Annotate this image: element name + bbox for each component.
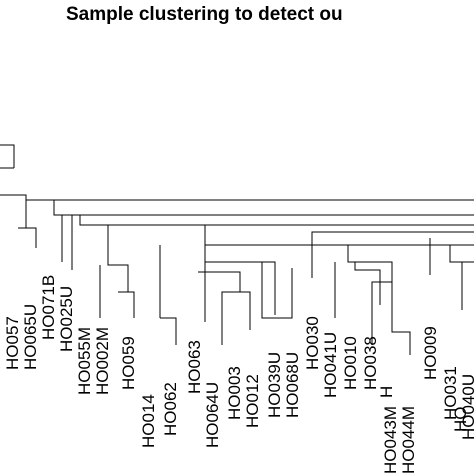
branch-d2 bbox=[204, 245, 276, 315]
leaf-label: HO002M bbox=[93, 327, 112, 395]
branch-e3 bbox=[334, 262, 381, 318]
leaf-label: HO bbox=[451, 407, 470, 433]
leaf-label: HO057 bbox=[3, 316, 22, 370]
leaf-label: HO003 bbox=[225, 366, 244, 420]
leaf-label: HO055M bbox=[75, 327, 94, 395]
dendrogram-branches bbox=[0, 144, 474, 355]
branch-d bbox=[204, 225, 474, 246]
leaf-label: HO064U bbox=[203, 382, 222, 448]
leaf-labels: HO057 HO065U HO071B HO025U HO055M HO002M… bbox=[3, 275, 474, 474]
leaf-label: HO040U bbox=[459, 374, 474, 440]
branch-c1 bbox=[99, 225, 135, 318]
leaf-label: HO071B bbox=[39, 275, 58, 340]
leaf-label: HO014 bbox=[139, 394, 158, 448]
leaf-label: HO063 bbox=[185, 340, 204, 394]
branch-b bbox=[53, 200, 474, 216]
leaf-label: HO010 bbox=[341, 336, 360, 390]
leaf-label: HO030 bbox=[303, 316, 322, 370]
leaf-label: HO009 bbox=[421, 326, 440, 380]
leaf-label: HO041U bbox=[321, 332, 340, 398]
branch-e bbox=[311, 231, 474, 245]
leaf-label: HO062 bbox=[161, 382, 180, 436]
leaf-label: H bbox=[377, 386, 396, 398]
chart-title: Sample clustering to detect ou bbox=[66, 4, 343, 25]
branch-f bbox=[429, 238, 474, 275]
leaf-label: HO039U bbox=[265, 352, 284, 418]
branch-backbone bbox=[0, 194, 474, 201]
leaf-label: HO012 bbox=[243, 374, 262, 428]
branch-a bbox=[18, 200, 37, 248]
branch-root bbox=[0, 144, 15, 169]
leaf-label: HO044M bbox=[399, 406, 418, 474]
leaf-label: HO068U bbox=[283, 352, 302, 418]
branch-d4 bbox=[261, 262, 293, 319]
branch-c bbox=[79, 215, 474, 226]
branch-d1 bbox=[159, 245, 177, 345]
leaf-label: HO025U bbox=[57, 286, 76, 352]
branch-d3 bbox=[198, 262, 251, 345]
leaf-label: HO059 bbox=[119, 336, 138, 390]
branch-e2 bbox=[347, 245, 411, 355]
leaf-label: HO038 bbox=[361, 336, 380, 390]
leaf-label: HO031 bbox=[441, 366, 460, 420]
leaf-label: HO043M bbox=[381, 406, 400, 474]
leaf-label: HO065U bbox=[21, 304, 40, 370]
